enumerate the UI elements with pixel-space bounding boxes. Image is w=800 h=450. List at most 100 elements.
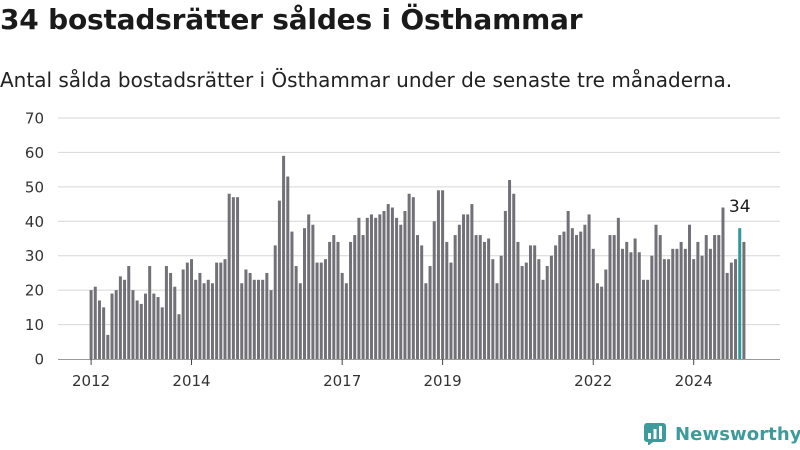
bar [621, 248, 625, 359]
bar [654, 224, 658, 359]
y-tick-label: 60 [25, 144, 44, 162]
bar [357, 217, 361, 359]
bar [671, 248, 675, 359]
bar [139, 303, 143, 359]
bar [177, 314, 181, 359]
bar [114, 290, 118, 359]
bar [704, 235, 708, 359]
bar [365, 217, 369, 359]
bar [236, 197, 240, 359]
bar [273, 245, 277, 359]
bar [700, 255, 704, 359]
bar [190, 259, 194, 359]
bar [633, 238, 637, 359]
newsworthy-chart-logo-icon [644, 423, 666, 445]
newsworthy-brand: Newsworthy [644, 418, 800, 450]
bar [717, 235, 721, 359]
bar [311, 224, 315, 359]
bar [152, 293, 156, 359]
bar [570, 228, 574, 359]
bar [349, 241, 353, 359]
bar [549, 255, 553, 359]
bar [516, 241, 520, 359]
bar [491, 259, 495, 359]
bar [194, 279, 198, 359]
bar [269, 290, 273, 359]
bar [202, 283, 206, 359]
bar [587, 214, 591, 359]
bar [533, 245, 537, 359]
x-tick-label: 2014 [172, 372, 210, 390]
bar [675, 248, 679, 359]
bar [524, 262, 528, 359]
bar-series [89, 155, 746, 359]
bar [185, 262, 189, 359]
bar [457, 224, 461, 359]
bar [298, 283, 302, 359]
bar [294, 266, 298, 359]
bar [474, 235, 478, 359]
bar [658, 235, 662, 359]
bar [286, 176, 290, 359]
chart-subtitle: Antal sålda bostadsrätter i Östhammar un… [0, 68, 733, 92]
bar [303, 228, 307, 359]
bar [93, 286, 97, 359]
bar-chart: 0 10 20 30 40 50 60 70 2012 2014 2017 2019 2022 2024… [25, 110, 780, 390]
highlighted-bar [738, 228, 742, 359]
bar [616, 217, 620, 359]
bar [612, 235, 616, 359]
bar [332, 235, 336, 359]
bar [89, 290, 93, 359]
bar [231, 197, 235, 359]
x-tick-label: 2012 [72, 372, 110, 390]
bar [482, 241, 486, 359]
y-tick-label: 0 [34, 351, 44, 369]
bar [713, 235, 717, 359]
y-tick-label: 30 [25, 247, 44, 265]
bar [256, 279, 260, 359]
bar [453, 235, 457, 359]
bar [319, 262, 323, 359]
bar [102, 307, 106, 359]
bar [554, 245, 558, 359]
bar [545, 266, 549, 359]
bar [662, 259, 666, 359]
bar [466, 214, 470, 359]
bar [478, 235, 482, 359]
bar [495, 283, 499, 359]
x-tick-label: 2017 [323, 372, 361, 390]
bar [374, 217, 378, 359]
bar [219, 262, 223, 359]
bar [123, 279, 127, 359]
bar [227, 193, 231, 359]
bar [340, 272, 344, 359]
bar [215, 262, 219, 359]
bar [156, 297, 160, 359]
bar [307, 214, 311, 359]
bar [323, 259, 327, 359]
bar [625, 241, 629, 359]
bar [667, 259, 671, 359]
bar [97, 300, 101, 359]
bar [449, 262, 453, 359]
bar [407, 193, 411, 359]
bar [315, 262, 319, 359]
bar [290, 231, 294, 359]
bar [575, 235, 579, 359]
bar [528, 245, 532, 359]
bar [566, 210, 570, 359]
bar [415, 235, 419, 359]
bar [395, 217, 399, 359]
chart-headline: 34 bostadsrätter såldes i Östhammar [0, 3, 583, 36]
bar [240, 283, 244, 359]
bar [248, 272, 252, 359]
y-tick-label: 70 [25, 110, 44, 128]
bar [499, 255, 503, 359]
bar [696, 241, 700, 359]
bar [344, 283, 348, 359]
bar [432, 221, 436, 359]
bar [729, 262, 733, 359]
x-tick-label: 2019 [424, 372, 462, 390]
bar [562, 231, 566, 359]
bar [692, 259, 696, 359]
